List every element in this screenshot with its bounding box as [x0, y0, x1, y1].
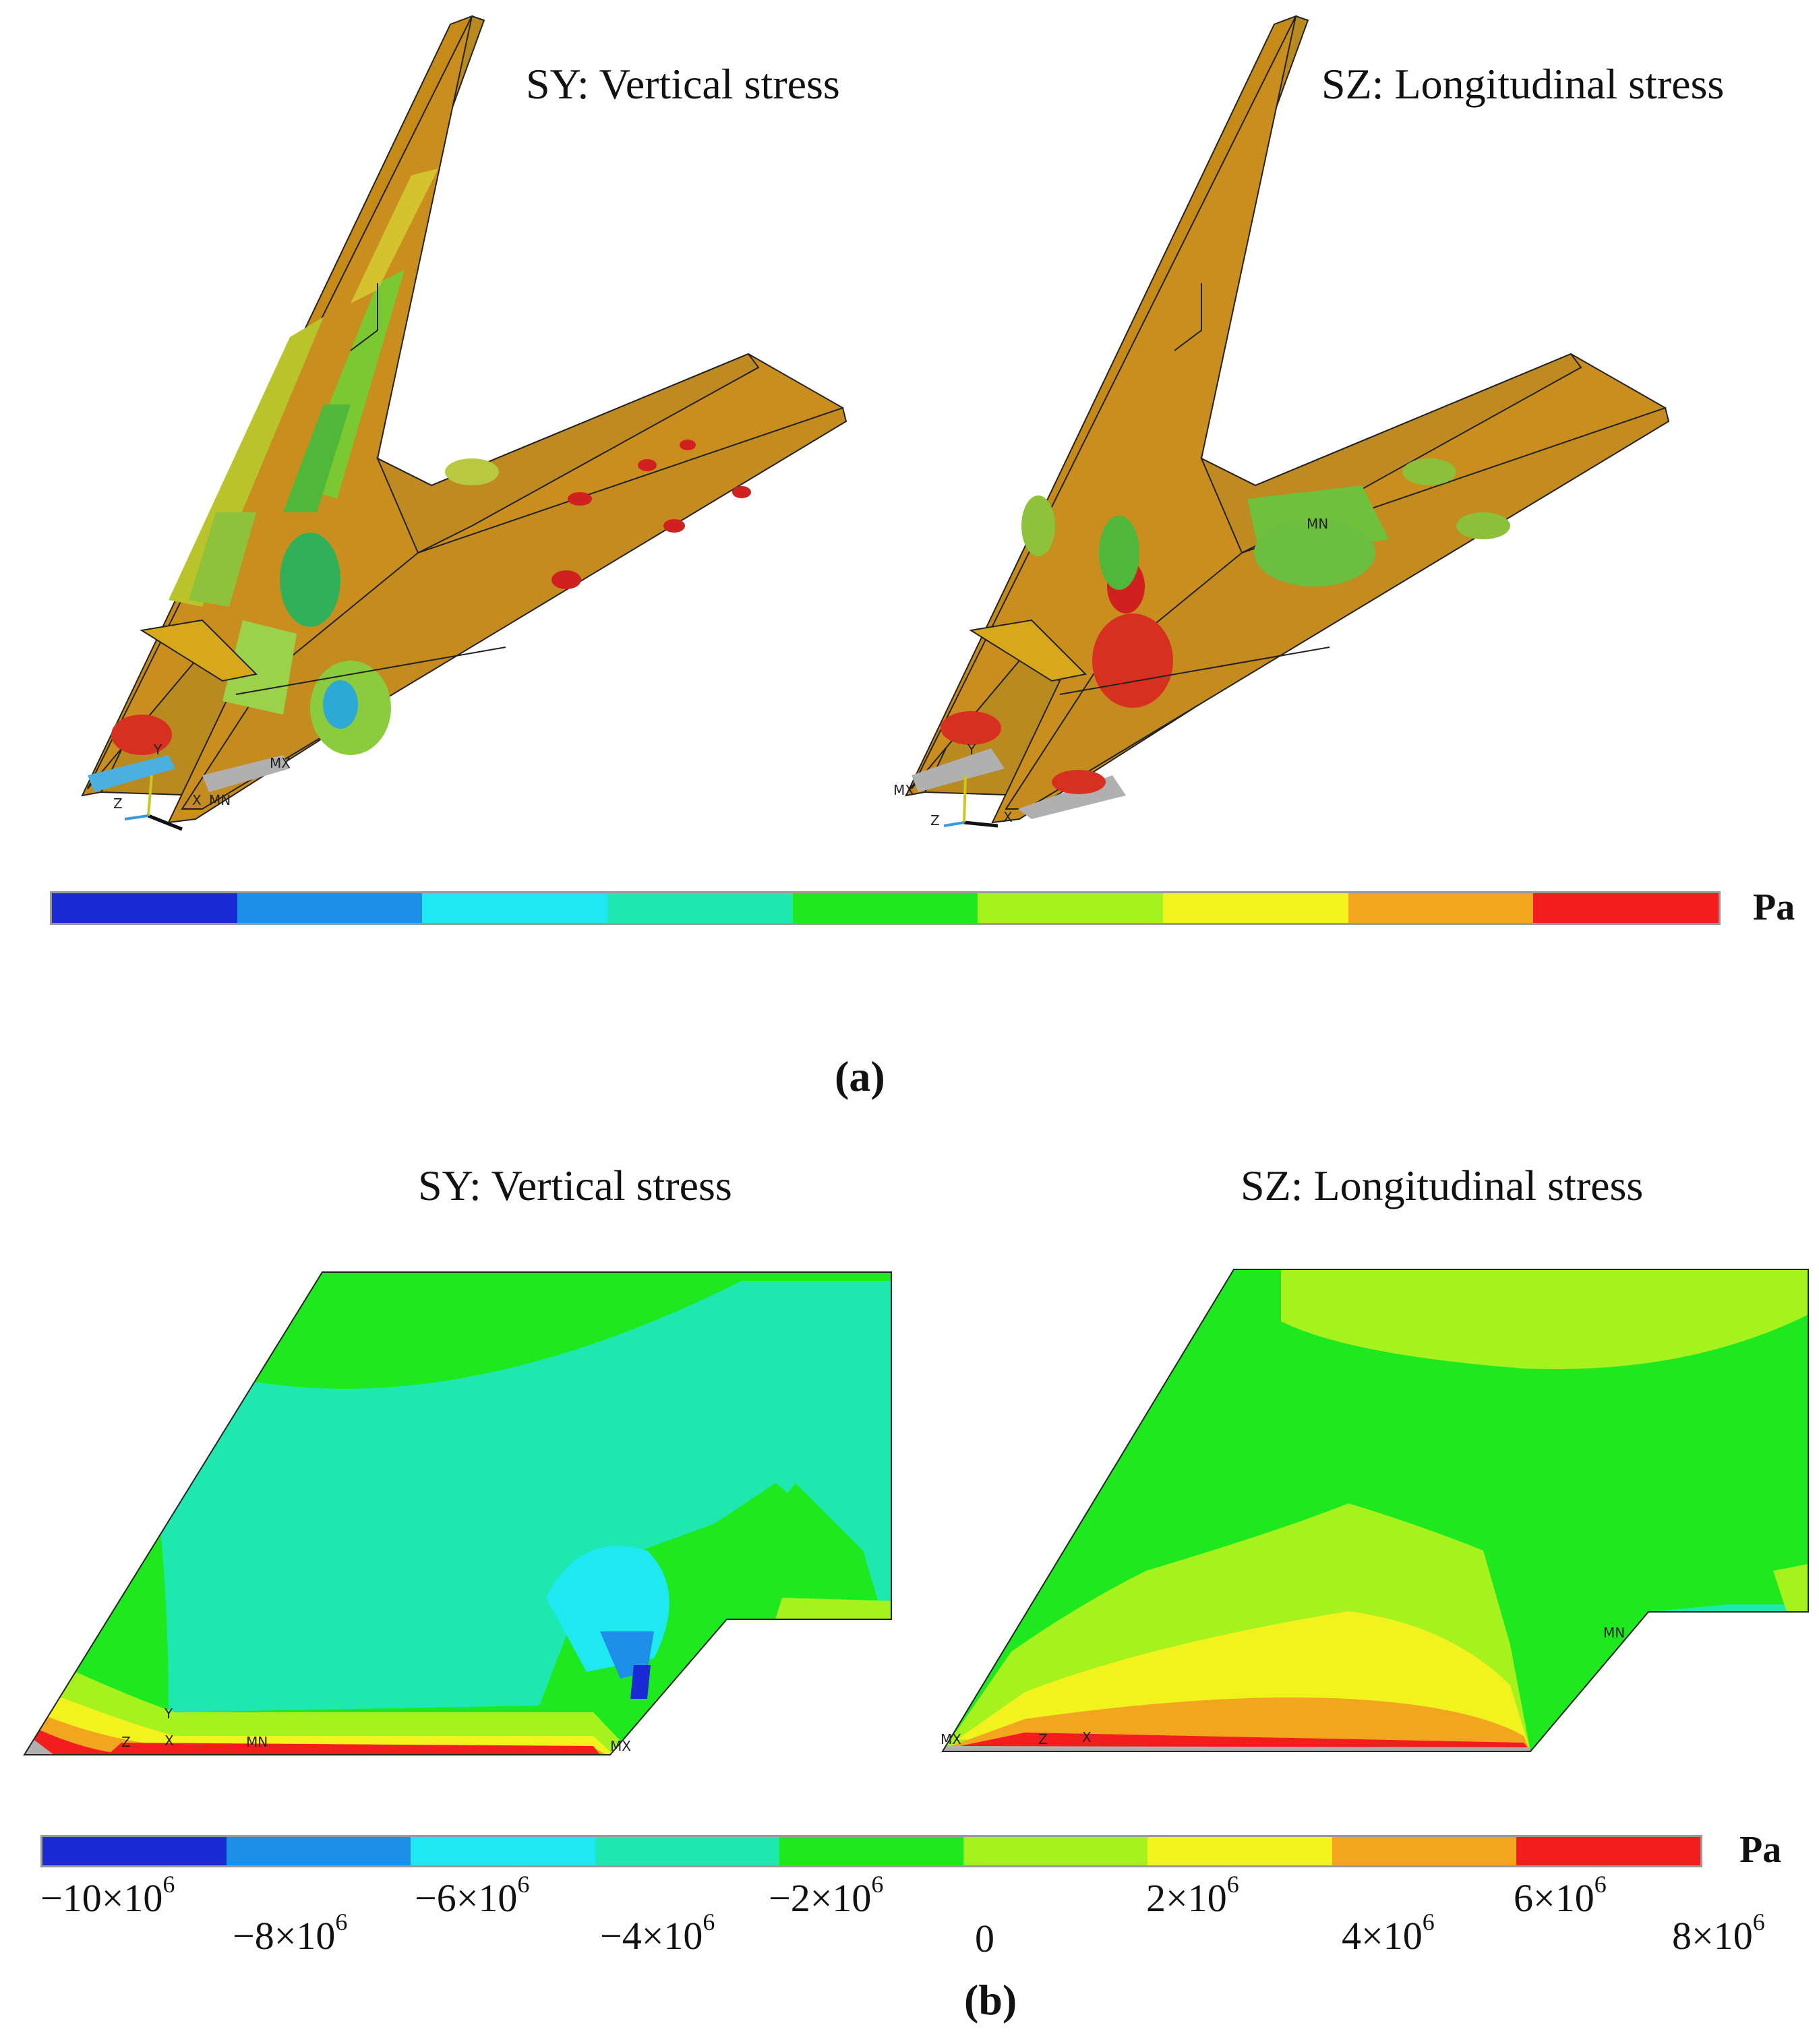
colorbar-segment-3 [595, 1837, 779, 1865]
marker-z-a-left: Z [113, 795, 123, 812]
colorbar-segment-1 [237, 893, 423, 923]
marker-x-a-right: X [1003, 809, 1013, 825]
colorbar-segment-6 [1163, 893, 1348, 923]
caption-a: (a) [835, 1052, 885, 1100]
colorbar-segment-0 [52, 893, 237, 923]
colorbar-b [40, 1835, 1702, 1867]
tick-label-2: −6×106 [415, 1871, 530, 1920]
tick-label-3: −4×106 [600, 1908, 715, 1958]
tick-label-0: −10×106 [40, 1871, 175, 1920]
marker-mx-a-right: MX [893, 782, 914, 798]
colorbar-segment-7 [1348, 893, 1534, 923]
colorbar-segment-4 [792, 893, 978, 923]
marker-mx-b-right: MX [941, 1731, 961, 1747]
panel-a-left-model [81, 15, 847, 831]
colorbar-segment-2 [422, 893, 608, 923]
panel-b-right-section [943, 1269, 1808, 1751]
tick-label-4: −2×106 [769, 1871, 884, 1920]
colorbar-segment-3 [607, 893, 793, 923]
marker-x-a-left: X [192, 792, 202, 808]
unit-label-a: Pa [1753, 886, 1795, 928]
marker-x-b-right: X [1082, 1729, 1092, 1745]
colorbar-segment-7 [1332, 1837, 1516, 1865]
marker-mx-b-left: MX [610, 1738, 631, 1754]
marker-z-b-right: Z [1038, 1731, 1048, 1747]
panel-a-right-title: SZ: Longitudinal stress [1321, 60, 1725, 108]
tick-label-5: 0 [975, 1917, 994, 1960]
panel-a-right-model [905, 15, 1670, 828]
colorbar-a [50, 891, 1721, 925]
colorbar-segment-6 [1147, 1837, 1332, 1865]
marker-y-b-left: Y [165, 1706, 173, 1722]
unit-label-b: Pa [1739, 1829, 1782, 1871]
panel-b-right-title: SZ: Longitudinal stress [1241, 1162, 1644, 1209]
panel-a-plots [81, 15, 1670, 831]
marker-mn-a-right: MN [1307, 516, 1329, 532]
panel-b-left-section [24, 1272, 891, 1755]
panel-b-left-title: SY: Vertical stress [418, 1162, 732, 1209]
caption-b: (b) [964, 1976, 1017, 2024]
marker-mn-a-left: MN [209, 792, 231, 808]
marker-z-b-left: Z [121, 1734, 131, 1750]
tick-label-7: 4×106 [1342, 1908, 1435, 1958]
marker-y-a-right: Y [967, 742, 976, 758]
colorbar-segment-5 [963, 1837, 1148, 1865]
tick-label-6: 2×106 [1146, 1871, 1239, 1920]
colorbar-segment-1 [227, 1837, 411, 1865]
colorbar-segment-4 [779, 1837, 964, 1865]
marker-x-b-left: X [165, 1733, 174, 1749]
marker-y-a-left: Y [154, 742, 162, 758]
marker-mn-b-left: MN [246, 1734, 268, 1750]
tick-label-9: 8×106 [1672, 1908, 1765, 1958]
panel-a-left-title: SY: Vertical stress [526, 60, 840, 108]
marker-mx-a-left: MX [270, 755, 291, 771]
marker-z-a-right: Z [930, 812, 940, 829]
tick-label-8: 6×106 [1514, 1871, 1607, 1920]
colorbar-segment-5 [978, 893, 1164, 923]
colorbar-segment-0 [42, 1837, 227, 1865]
marker-mn-b-right: MN [1603, 1625, 1626, 1641]
colorbar-segment-8 [1533, 893, 1719, 923]
tick-label-1: −8×106 [233, 1908, 348, 1958]
colorbar-segment-8 [1516, 1837, 1700, 1865]
colorbar-segment-2 [411, 1837, 595, 1865]
